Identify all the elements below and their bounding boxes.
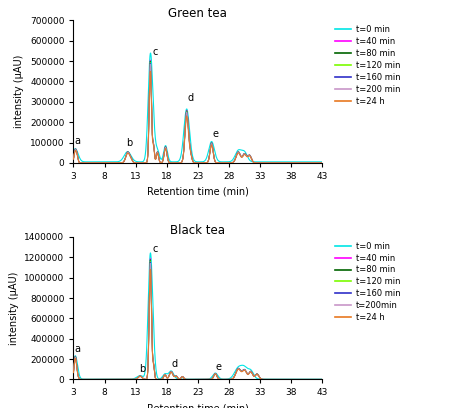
Y-axis label: intensity (μAU): intensity (μAU): [9, 271, 18, 345]
Text: b: b: [139, 364, 145, 374]
Text: b: b: [127, 138, 133, 148]
Y-axis label: intensity (μAU): intensity (μAU): [14, 55, 24, 129]
Legend: t=0 min, t=40 min, t=80 min, t=120 min, t=160 min, t=200 min, t=24 h: t=0 min, t=40 min, t=80 min, t=120 min, …: [331, 22, 403, 109]
X-axis label: Retention time (min): Retention time (min): [147, 403, 249, 408]
Text: e: e: [212, 129, 218, 140]
Text: e: e: [215, 361, 221, 372]
Text: a: a: [75, 344, 81, 354]
Text: d: d: [187, 93, 193, 103]
Text: c: c: [153, 244, 158, 254]
Text: c: c: [153, 47, 158, 57]
Title: Black tea: Black tea: [170, 224, 226, 237]
X-axis label: Retention time (min): Retention time (min): [147, 186, 249, 197]
Title: Green tea: Green tea: [168, 7, 228, 20]
Legend: t=0 min, t=40 min, t=80 min, t=120 min, t=160 min, t=200min, t=24 h: t=0 min, t=40 min, t=80 min, t=120 min, …: [331, 238, 403, 326]
Text: d: d: [172, 359, 178, 369]
Text: a: a: [75, 136, 81, 146]
